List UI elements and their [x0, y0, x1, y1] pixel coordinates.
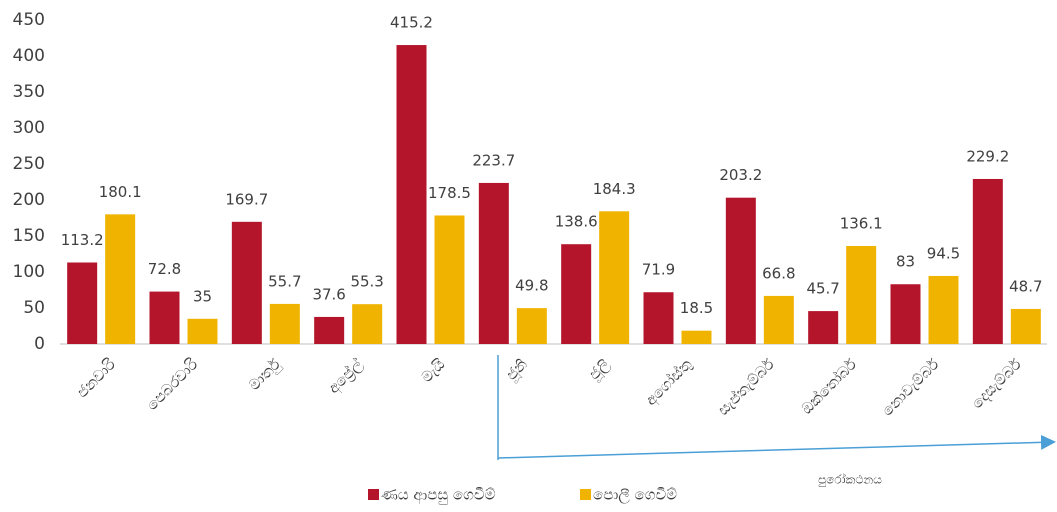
value-label: 415.2 — [390, 14, 433, 32]
y-tick-label: 150 — [13, 226, 45, 246]
legend-swatch — [580, 489, 591, 500]
x-tick-label: මාර්තු — [245, 355, 284, 394]
x-tick-label: මැයි — [418, 355, 449, 386]
value-label: 71.9 — [642, 261, 675, 279]
value-label: 37.6 — [312, 285, 345, 303]
y-tick-label: 100 — [13, 262, 45, 282]
y-tick-label: 300 — [13, 118, 45, 138]
y-tick-label: 0 — [34, 334, 45, 354]
bar — [105, 214, 136, 344]
x-tick-label: ජනවාරි — [73, 355, 119, 401]
bar — [972, 178, 1003, 344]
y-tick-label: 200 — [13, 190, 45, 210]
bar — [890, 284, 921, 344]
legend-swatch — [368, 489, 379, 500]
bar — [314, 316, 345, 344]
bar — [561, 244, 592, 344]
x-tick-label: අගෝස්තු — [642, 355, 697, 410]
bar — [599, 211, 630, 344]
x-tick-label: ඔක්තෝබර් — [798, 355, 861, 418]
value-label: 55.3 — [350, 273, 383, 291]
value-label: 180.1 — [99, 183, 142, 201]
bar — [1010, 308, 1041, 344]
bar — [478, 182, 509, 344]
value-label: 136.1 — [840, 215, 883, 233]
value-label: 229.2 — [966, 147, 1009, 165]
value-label: 203.2 — [719, 166, 762, 184]
value-label: 83 — [896, 253, 915, 271]
legend-label: පොලී ගෙවීම් — [593, 486, 677, 504]
x-tick-label: දෙසැම්බර් — [968, 355, 1025, 412]
value-label: 45.7 — [806, 280, 839, 298]
bar — [269, 303, 300, 344]
bar — [643, 292, 674, 344]
y-tick-label: 350 — [13, 82, 45, 102]
annotation: පුරෝකථනය — [818, 473, 882, 488]
x-tick-label: සැප්තැම්බර් — [714, 355, 778, 419]
value-label: 66.8 — [762, 264, 795, 282]
x-tick-label: ජූනි — [502, 355, 531, 384]
value-label: 223.7 — [472, 151, 515, 169]
bar — [808, 311, 839, 344]
x-tick-label: නොවැම්බර් — [878, 355, 942, 419]
value-label: 169.7 — [225, 190, 268, 208]
value-label: 178.5 — [428, 184, 471, 202]
bar — [231, 221, 262, 344]
bar — [763, 295, 794, 344]
bar — [352, 304, 383, 344]
y-tick-label: 450 — [13, 10, 45, 30]
x-tick-label: අප්‍රේල් — [324, 355, 367, 398]
value-label: 138.6 — [555, 213, 598, 231]
bar — [928, 275, 959, 344]
bar — [725, 197, 756, 344]
forecast-arrow — [497, 434, 1056, 459]
y-tick-label: 50 — [23, 298, 45, 318]
y-tick-label: 400 — [13, 46, 45, 66]
value-label: 35 — [193, 287, 212, 305]
legend-label: ණය ආපසු ගෙවීම් — [381, 486, 496, 505]
bar — [396, 45, 427, 344]
value-label: 184.3 — [593, 180, 636, 198]
bar — [434, 215, 465, 344]
bar — [681, 330, 712, 344]
bar — [149, 291, 180, 344]
value-label: 49.8 — [515, 277, 548, 295]
value-label: 18.5 — [680, 299, 713, 317]
value-label: 72.8 — [148, 260, 181, 278]
x-tick-label: ජූලි — [585, 355, 614, 384]
value-label: 113.2 — [61, 231, 104, 249]
bar — [846, 246, 877, 344]
x-tick-label: පෙබරවාරි — [143, 355, 202, 414]
bar — [67, 262, 98, 344]
bar — [187, 318, 218, 344]
y-tick-label: 250 — [13, 154, 45, 174]
value-label: 55.7 — [268, 272, 301, 290]
value-label: 48.7 — [1009, 277, 1042, 295]
bar — [516, 308, 547, 344]
value-label: 94.5 — [927, 244, 960, 262]
